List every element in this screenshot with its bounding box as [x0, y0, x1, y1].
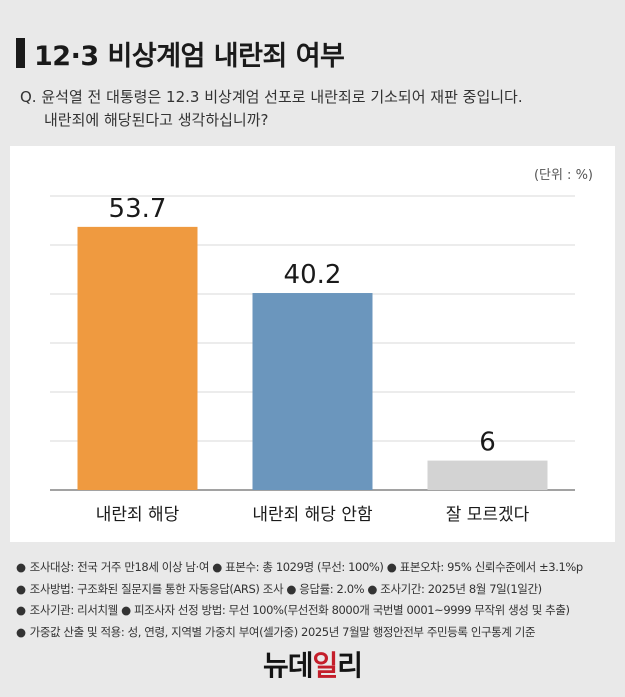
data-label: 6 [479, 428, 496, 458]
bullet-icon: ● [16, 603, 26, 617]
bar [427, 460, 548, 490]
category-label: 내란죄 해당 안함 [252, 505, 373, 525]
unit-label: (단위 : %) [533, 168, 593, 183]
page-title: 12·3 비상계엄 내란죄 여부 [34, 41, 345, 72]
title-marker [16, 38, 25, 68]
note-line: ● 조사기관: 리서치웰 ● 피조사자 선정 방법: 무선 100%(무선전화 8… [16, 603, 570, 617]
data-label: 40.2 [284, 260, 342, 290]
note-line: ● 조사방법: 구조화된 질문지를 통한 자동응답(ARS) 조사 ● 응답률: … [16, 581, 542, 596]
bars [77, 226, 548, 490]
bar [252, 293, 373, 490]
survey-question: Q. 윤석열 전 대통령은 12.3 비상계엄 선포로 내란죄로 기소되어 재판… [20, 86, 610, 132]
bullet-icon: ● [16, 560, 26, 574]
bar-chart: 53.7 내란죄 해당 40.2 내란죄 해당 안함 6 잘 모르겠다 [50, 194, 575, 525]
survey-notes: ● 조사대상: 전국 거주 만18세 이상 남·여 ● 표본수: 총 1029명 … [16, 557, 616, 643]
labels: 53.7 내란죄 해당 40.2 내란죄 해당 안함 6 잘 모르겠다 [96, 194, 530, 525]
category-label: 내란죄 해당 [96, 505, 180, 525]
note-line: ● 조사대상: 전국 거주 만18세 이상 남·여 ● 표본수: 총 1029명 … [16, 560, 583, 574]
bar [77, 226, 198, 490]
bullet-icon: ● [16, 624, 26, 639]
category-label: 잘 모르겠다 [446, 505, 530, 525]
bullet-icon: ● [16, 581, 26, 596]
brand-logo: 뉴데일리 [262, 649, 363, 682]
data-label: 53.7 [109, 194, 167, 224]
note-line: ● 가중값 산출 및 적용: 성, 연령, 지역별 가중치 부여(셀가중) 202… [16, 624, 536, 639]
question-line-2: 내란죄에 해당된다고 생각하십니까? [44, 111, 269, 129]
question-line-1: Q. 윤석열 전 대통령은 12.3 비상계엄 선포로 내란죄로 기소되어 재판… [20, 88, 523, 106]
chart-panel: (단위 : %) 53.7 내란죄 해당 40.2 내란죄 해당 안함 6 잘 모르겠다 [10, 146, 615, 542]
